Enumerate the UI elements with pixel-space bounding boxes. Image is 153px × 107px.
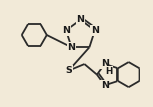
Text: S: S (65, 66, 72, 75)
Text: N: N (101, 81, 109, 90)
Text: N: N (67, 43, 76, 52)
Text: N: N (62, 26, 70, 35)
Text: N: N (101, 59, 109, 68)
Text: N: N (76, 15, 84, 24)
Text: H: H (106, 67, 113, 76)
Text: N: N (91, 26, 99, 35)
